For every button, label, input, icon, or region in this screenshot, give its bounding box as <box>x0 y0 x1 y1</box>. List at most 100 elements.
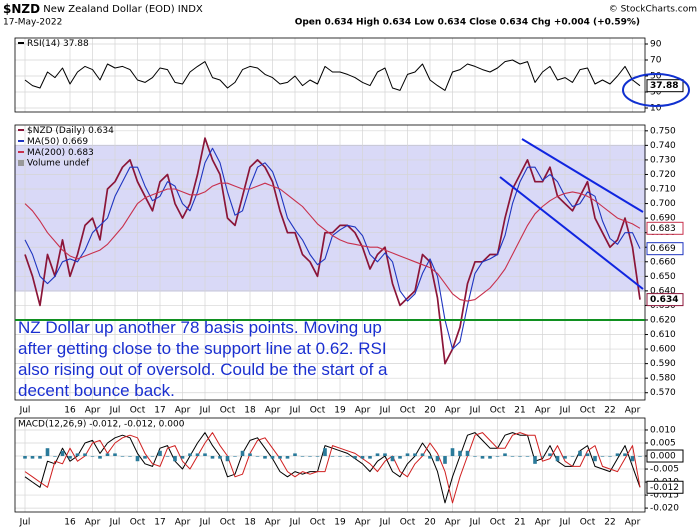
histogram-bar <box>615 453 620 457</box>
histogram-bar <box>450 448 455 457</box>
annotation-text: decent bounce back. <box>18 381 175 400</box>
series-line <box>24 59 641 91</box>
x-tick-label: 20 <box>424 518 436 528</box>
histogram-bar <box>225 456 230 462</box>
trend-line-upper <box>521 138 644 213</box>
histogram-bar <box>488 456 492 459</box>
legend-value: 0.683 <box>68 148 94 158</box>
x-tick-label: Apr <box>265 406 281 416</box>
x-tick-label: Oct <box>490 518 506 528</box>
y-tick-label: 0.730 <box>650 155 676 165</box>
histogram-bar <box>128 456 132 457</box>
histogram-bar <box>188 453 192 457</box>
x-tick-label: Apr <box>445 406 461 416</box>
x-tick-label: 18 <box>244 406 256 416</box>
x-tick-label: Jul <box>109 518 121 528</box>
histogram-bar <box>68 456 72 459</box>
x-tick-label: Oct <box>400 406 416 416</box>
histogram-bar <box>270 456 275 459</box>
histogram-bar <box>105 453 110 457</box>
x-tick-label: 22 <box>604 518 615 528</box>
histogram-bar <box>368 456 372 459</box>
x-tick-label: Oct <box>310 406 326 416</box>
legend-name: RSI(14) <box>27 39 60 49</box>
y-tick-label: 0.620 <box>650 315 676 325</box>
x-tick-label: 17 <box>154 406 165 416</box>
histogram-bar <box>465 450 470 457</box>
histogram-bar <box>98 456 102 459</box>
y-tick-label: 0.740 <box>650 141 676 151</box>
y-tick-label: 0.570 <box>650 388 676 398</box>
x-tick-label: 20 <box>424 406 436 416</box>
value-tag <box>646 79 684 93</box>
x-tick-label: 21 <box>514 518 525 528</box>
symbol: $NZD <box>3 2 40 16</box>
y-tick-label: 0.610 <box>650 330 676 340</box>
histogram-bar <box>383 453 387 457</box>
histogram-bar <box>120 456 125 457</box>
histogram-bar <box>420 453 425 457</box>
y-tick-label: 0.640 <box>650 286 676 296</box>
trend-line-lower <box>499 176 644 290</box>
histogram-bar <box>563 456 567 459</box>
histogram-bar <box>165 456 170 457</box>
x-tick-label: Jul <box>559 518 571 528</box>
value-tag-label: 37.88 <box>650 81 678 91</box>
value-tag-label: 0.000 <box>650 452 676 462</box>
y-tick-label: 90 <box>650 40 662 50</box>
histogram-bar <box>278 456 282 459</box>
legend-entry: Volume undef <box>27 159 90 169</box>
histogram-bar <box>113 453 117 457</box>
y-tick-label: 30 <box>650 88 662 98</box>
histogram-bar <box>458 450 462 457</box>
histogram-bar <box>285 456 290 459</box>
legend-value: 0.669 <box>62 137 88 147</box>
histogram-bar <box>240 450 245 457</box>
x-tick-label: 18 <box>244 518 256 528</box>
x-tick-label: Jul <box>469 518 481 528</box>
histogram-bar <box>143 456 147 459</box>
legend-entry: RSI(14) 37.88 <box>27 39 89 49</box>
histogram-bar <box>255 456 260 457</box>
annotation-text: NZ Dollar up another 78 basis points. Mo… <box>18 318 382 337</box>
legend-name: MA(200) <box>27 148 65 158</box>
legend-entry: MACD(12,26,9) -0.012, -0.012, 0.000 <box>18 420 185 430</box>
histogram-bar <box>495 456 500 457</box>
histogram-bar <box>210 456 215 459</box>
histogram-bar <box>570 456 575 457</box>
series-line <box>24 432 641 504</box>
y-tick-label: 0.600 <box>650 345 676 355</box>
x-tick-label: Oct <box>220 406 236 416</box>
x-tick-label: 16 <box>64 518 76 528</box>
x-tick-label: 19 <box>334 406 346 416</box>
y-tick-label: 0.650 <box>650 272 676 282</box>
y-tick-label: 0.690 <box>650 214 676 224</box>
annotation-text: after getting close to the support line … <box>18 339 387 358</box>
x-tick-label: Apr <box>355 518 371 528</box>
histogram-bar <box>525 456 530 457</box>
x-tick-label: Jul <box>199 406 211 416</box>
y-tick-label: 0.590 <box>650 359 676 369</box>
histogram-bar <box>360 456 365 459</box>
date: 17-May-2022 <box>3 18 62 28</box>
x-tick-label: Apr <box>445 518 461 528</box>
x-tick-label: 17 <box>154 518 165 528</box>
legend-entry: MA(50) 0.669 <box>27 137 88 147</box>
header-line: $NZD New Zealand Dollar (EOD) INDX <box>3 2 203 16</box>
x-tick-label: Apr <box>355 406 371 416</box>
x-tick-label: Apr <box>265 518 281 528</box>
histogram-bar <box>53 456 57 457</box>
x-tick-label: Oct <box>130 518 146 528</box>
histogram-bar <box>480 456 485 459</box>
x-tick-label: Jul <box>559 406 571 416</box>
y-tick-label: 0.660 <box>650 257 676 267</box>
histogram-bar <box>413 453 417 457</box>
x-tick-label: Jul <box>379 518 391 528</box>
histogram-bar <box>510 456 515 457</box>
histogram-bar <box>555 456 560 462</box>
histogram-bar <box>638 456 642 457</box>
histogram-bar <box>585 453 590 457</box>
value-tag <box>646 221 684 235</box>
histogram-bar <box>83 453 87 457</box>
